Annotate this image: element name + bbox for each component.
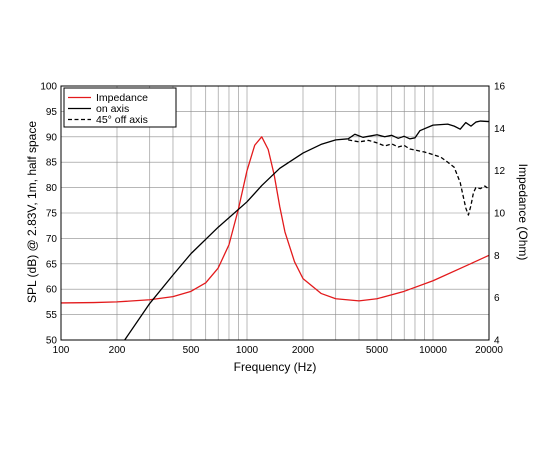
y-axis-left-title: SPL (dB) @ 2.83V, 1m, half space — [25, 121, 39, 303]
x-tick-label: 1000 — [236, 345, 259, 356]
y-right-tick-label: 16 — [494, 82, 506, 93]
y-left-tick-label: 55 — [46, 310, 58, 321]
y-left-tick-label: 50 — [46, 336, 58, 347]
y-right-tick-label: 12 — [494, 166, 506, 177]
legend-label-impedance: Impedance — [96, 92, 148, 104]
x-tick-label: 100 — [53, 345, 70, 356]
legend-label-off-axis: 45° off axis — [96, 114, 148, 126]
x-tick-label: 20000 — [475, 345, 503, 356]
series-line-45-off-axis — [348, 139, 489, 216]
y-left-tick-label: 100 — [40, 82, 57, 93]
x-tick-label: 5000 — [366, 345, 389, 356]
y-left-tick-label: 80 — [46, 183, 58, 194]
y-left-tick-label: 75 — [46, 209, 58, 220]
tick-labels: 100 200 500 1000 2000 5000 10000 20000 50 55 60 65 7… — [40, 82, 505, 357]
series-line-impedance — [61, 136, 489, 304]
y-right-tick-label: 14 — [494, 124, 506, 135]
y-left-tick-label: 95 — [46, 107, 58, 118]
plot-area-frame — [60, 85, 490, 341]
series-line-on-axis — [124, 120, 489, 340]
y-left-tick-label: 60 — [46, 285, 58, 296]
legend-box — [63, 87, 177, 128]
y-left-tick-label: 90 — [46, 132, 58, 143]
legend-label-on-axis: on axis — [96, 103, 129, 115]
y-left-tick-label: 65 — [46, 259, 58, 270]
y-axis-right-title: Impedance (Ohm) — [516, 164, 530, 261]
x-tick-label: 500 — [183, 345, 200, 356]
x-tick-label: 10000 — [419, 345, 447, 356]
y-left-tick-label: 70 — [46, 234, 58, 245]
legend: Impedance on axis 45° off axis — [63, 87, 177, 128]
y-right-tick-label: 6 — [494, 293, 500, 304]
x-axis-title: Frequency (Hz) — [234, 360, 317, 374]
y-left-tick-label: 85 — [46, 158, 58, 169]
y-right-tick-label: 8 — [494, 251, 500, 262]
series-lines — [61, 120, 489, 340]
y-right-tick-label: 10 — [494, 209, 506, 220]
x-tick-label: 200 — [109, 345, 126, 356]
y-right-tick-label: 4 — [494, 336, 500, 347]
x-tick-label: 2000 — [292, 345, 315, 356]
